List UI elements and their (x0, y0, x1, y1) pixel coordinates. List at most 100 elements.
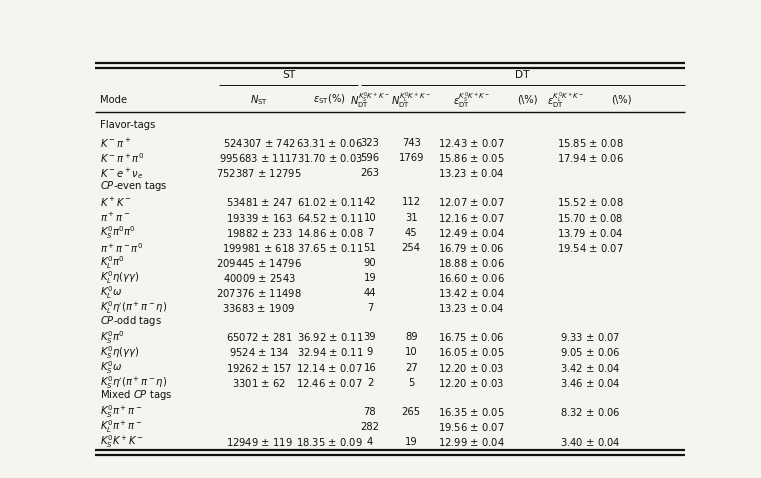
Text: 19: 19 (405, 437, 418, 447)
Text: 89: 89 (405, 332, 418, 342)
Text: 16.75 $\pm$ 0.06: 16.75 $\pm$ 0.06 (438, 331, 505, 343)
Text: 19882 $\pm$ 233: 19882 $\pm$ 233 (226, 227, 292, 239)
Text: 44: 44 (364, 288, 376, 298)
Text: 19.54 $\pm$ 0.07: 19.54 $\pm$ 0.07 (557, 242, 624, 254)
Text: 112: 112 (402, 197, 421, 207)
Text: 254: 254 (402, 243, 421, 253)
Text: 13.79 $\pm$ 0.04: 13.79 $\pm$ 0.04 (557, 227, 624, 239)
Text: 7: 7 (367, 228, 373, 238)
Text: 7: 7 (367, 303, 373, 313)
Text: 12.46 $\pm$ 0.07: 12.46 $\pm$ 0.07 (297, 377, 363, 389)
Text: 31.70 $\pm$ 0.03: 31.70 $\pm$ 0.03 (297, 152, 363, 164)
Text: 61.02 $\pm$ 0.11: 61.02 $\pm$ 0.11 (297, 196, 363, 208)
Text: 63.31 $\pm$ 0.06: 63.31 $\pm$ 0.06 (296, 137, 363, 149)
Text: 16: 16 (364, 362, 377, 372)
Text: 10: 10 (364, 213, 376, 222)
Text: $N_{\mathrm{DT}}^{K^0_L K^+K^-}$: $N_{\mathrm{DT}}^{K^0_L K^+K^-}$ (391, 90, 431, 109)
Text: $K^0_S\pi^0\pi^0$: $K^0_S\pi^0\pi^0$ (100, 224, 135, 241)
Text: $K^0_S\eta(\gamma\gamma)$: $K^0_S\eta(\gamma\gamma)$ (100, 344, 139, 361)
Text: 12.99 $\pm$ 0.04: 12.99 $\pm$ 0.04 (438, 436, 505, 448)
Text: 42: 42 (364, 197, 376, 207)
Text: Mixed $\mathit{CP}$ tags: Mixed $\mathit{CP}$ tags (100, 389, 172, 402)
Text: 16.60 $\pm$ 0.06: 16.60 $\pm$ 0.06 (438, 272, 505, 284)
Text: 282: 282 (361, 422, 380, 432)
Text: 27: 27 (405, 362, 418, 372)
Text: 3.42 $\pm$ 0.04: 3.42 $\pm$ 0.04 (560, 361, 621, 373)
Text: 15.70 $\pm$ 0.08: 15.70 $\pm$ 0.08 (558, 211, 623, 224)
Text: 33683 $\pm$ 1909: 33683 $\pm$ 1909 (222, 302, 296, 314)
Text: $K^0_L\pi^+\pi^-$: $K^0_L\pi^+\pi^-$ (100, 419, 142, 435)
Text: 53481 $\pm$ 247: 53481 $\pm$ 247 (226, 196, 292, 208)
Text: 209445 $\pm$ 14796: 209445 $\pm$ 14796 (216, 257, 302, 269)
Text: 2: 2 (367, 378, 373, 388)
Text: $\mathit{CP}$-even tags: $\mathit{CP}$-even tags (100, 179, 167, 193)
Text: 12949 $\pm$ 119: 12949 $\pm$ 119 (226, 436, 292, 448)
Text: 12.43 $\pm$ 0.07: 12.43 $\pm$ 0.07 (438, 137, 505, 149)
Text: 45: 45 (405, 228, 418, 238)
Text: 12.07 $\pm$ 0.07: 12.07 $\pm$ 0.07 (438, 196, 505, 208)
Text: 90: 90 (364, 258, 376, 268)
Text: 12.20 $\pm$ 0.03: 12.20 $\pm$ 0.03 (438, 361, 505, 373)
Text: $N_{\mathrm{ST}}$: $N_{\mathrm{ST}}$ (250, 93, 268, 107)
Text: $K^0_L\pi^0$: $K^0_L\pi^0$ (100, 254, 125, 271)
Text: 15.52 $\pm$ 0.08: 15.52 $\pm$ 0.08 (557, 196, 624, 208)
Text: 17.94 $\pm$ 0.06: 17.94 $\pm$ 0.06 (557, 152, 624, 164)
Text: 19262 $\pm$ 157: 19262 $\pm$ 157 (226, 361, 292, 373)
Text: 19339 $\pm$ 163: 19339 $\pm$ 163 (226, 211, 292, 224)
Text: $\mathit{CP}$-odd tags: $\mathit{CP}$-odd tags (100, 314, 161, 328)
Text: $K^0_S K^+K^-$: $K^0_S K^+K^-$ (100, 434, 144, 450)
Text: ST: ST (282, 70, 295, 80)
Text: 8.32 $\pm$ 0.06: 8.32 $\pm$ 0.06 (560, 406, 621, 418)
Text: 743: 743 (402, 138, 421, 148)
Text: $\epsilon_{\mathrm{DT}}^{K^0_L K^+K^-}$: $\epsilon_{\mathrm{DT}}^{K^0_L K^+K^-}$ (546, 90, 584, 109)
Text: 9: 9 (367, 348, 373, 358)
Text: 40009 $\pm$ 2543: 40009 $\pm$ 2543 (222, 272, 296, 284)
Text: 15.86 $\pm$ 0.05: 15.86 $\pm$ 0.05 (438, 152, 505, 164)
Text: 64.52 $\pm$ 0.11: 64.52 $\pm$ 0.11 (297, 211, 363, 224)
Text: $\pi^+\pi^-\pi^0$: $\pi^+\pi^-\pi^0$ (100, 241, 143, 255)
Text: $K^0_L\omega$: $K^0_L\omega$ (100, 284, 122, 301)
Text: 596: 596 (361, 153, 380, 163)
Text: 752387 $\pm$ 12795: 752387 $\pm$ 12795 (216, 167, 302, 179)
Text: 1769: 1769 (399, 153, 424, 163)
Text: 19.56 $\pm$ 0.07: 19.56 $\pm$ 0.07 (438, 421, 505, 433)
Text: 3301 $\pm$ 62: 3301 $\pm$ 62 (232, 377, 286, 389)
Text: 13.23 $\pm$ 0.04: 13.23 $\pm$ 0.04 (438, 302, 505, 314)
Text: 36.92 $\pm$ 0.11: 36.92 $\pm$ 0.11 (297, 331, 363, 343)
Text: 995683 $\pm$ 1117: 995683 $\pm$ 1117 (219, 152, 299, 164)
Text: $K^0_S\omega$: $K^0_S\omega$ (100, 359, 122, 376)
Text: 13.42 $\pm$ 0.04: 13.42 $\pm$ 0.04 (438, 287, 505, 299)
Text: 13.23 $\pm$ 0.04: 13.23 $\pm$ 0.04 (438, 167, 505, 179)
Text: $N_{\mathrm{DT}}^{K^0_S K^+K^-}$: $N_{\mathrm{DT}}^{K^0_S K^+K^-}$ (350, 90, 390, 109)
Text: 4: 4 (367, 437, 373, 447)
Text: 78: 78 (364, 407, 376, 417)
Text: $K^0_L\eta^{\prime}(\pi^+\pi^-\eta)$: $K^0_L\eta^{\prime}(\pi^+\pi^-\eta)$ (100, 300, 167, 316)
Text: Mode: Mode (100, 95, 127, 105)
Text: 14.86 $\pm$ 0.08: 14.86 $\pm$ 0.08 (297, 227, 363, 239)
Text: 16.05 $\pm$ 0.05: 16.05 $\pm$ 0.05 (438, 347, 505, 358)
Text: 12.16 $\pm$ 0.07: 12.16 $\pm$ 0.07 (438, 211, 505, 224)
Text: $K^-\pi^+$: $K^-\pi^+$ (100, 136, 131, 150)
Text: 18.88 $\pm$ 0.06: 18.88 $\pm$ 0.06 (438, 257, 505, 269)
Text: $K^0_S\pi^+\pi^-$: $K^0_S\pi^+\pi^-$ (100, 403, 142, 420)
Text: 207376 $\pm$ 11498: 207376 $\pm$ 11498 (216, 287, 302, 299)
Text: (\%): (\%) (611, 95, 632, 105)
Text: 9.33 $\pm$ 0.07: 9.33 $\pm$ 0.07 (560, 331, 621, 343)
Text: $\epsilon_{\mathrm{DT}}^{K^0_S K^+K^-}$: $\epsilon_{\mathrm{DT}}^{K^0_S K^+K^-}$ (453, 90, 490, 109)
Text: 31: 31 (405, 213, 418, 222)
Text: 263: 263 (361, 168, 380, 178)
Text: 323: 323 (361, 138, 380, 148)
Text: DT: DT (515, 70, 530, 80)
Text: 12.20 $\pm$ 0.03: 12.20 $\pm$ 0.03 (438, 377, 505, 389)
Text: $K^+K^-$: $K^+K^-$ (100, 196, 132, 209)
Text: 15.85 $\pm$ 0.08: 15.85 $\pm$ 0.08 (557, 137, 624, 149)
Text: $K^-\pi^+\pi^0$: $K^-\pi^+\pi^0$ (100, 151, 144, 165)
Text: 5: 5 (408, 378, 415, 388)
Text: 18.35 $\pm$ 0.09: 18.35 $\pm$ 0.09 (296, 436, 363, 448)
Text: (\%): (\%) (517, 95, 538, 105)
Text: $K^0_S\eta^{\prime}(\pi^+\pi^-\eta)$: $K^0_S\eta^{\prime}(\pi^+\pi^-\eta)$ (100, 374, 167, 391)
Text: 16.79 $\pm$ 0.06: 16.79 $\pm$ 0.06 (438, 242, 505, 254)
Text: 3.46 $\pm$ 0.04: 3.46 $\pm$ 0.04 (560, 377, 621, 389)
Text: 9.05 $\pm$ 0.06: 9.05 $\pm$ 0.06 (560, 347, 621, 358)
Text: 12.14 $\pm$ 0.07: 12.14 $\pm$ 0.07 (297, 361, 363, 373)
